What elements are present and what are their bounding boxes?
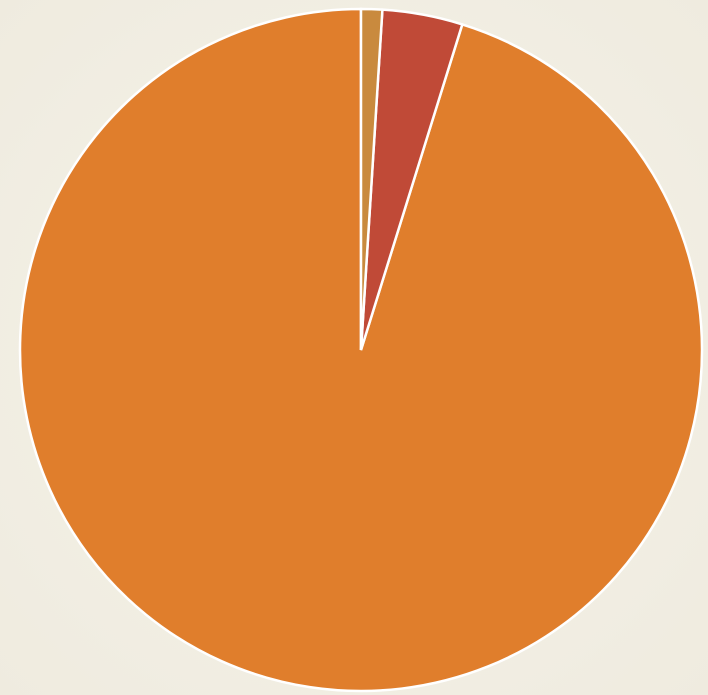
pie-slice-3 bbox=[359, 7, 384, 351]
pie-slices bbox=[18, 7, 704, 693]
